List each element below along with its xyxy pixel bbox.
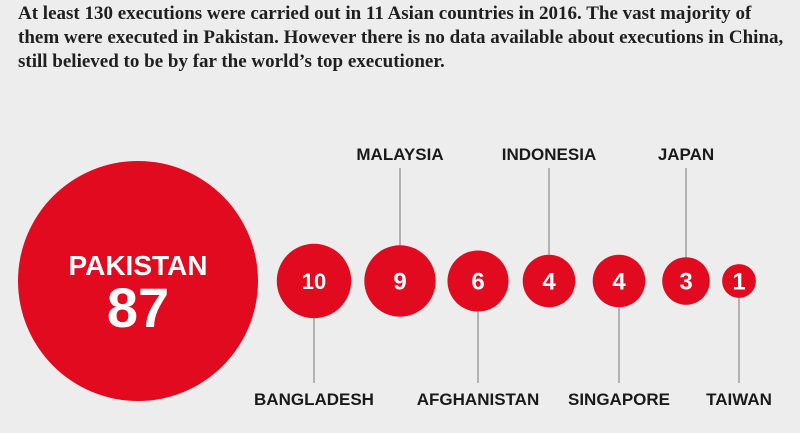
country-label-malaysia: MALAYSIA (356, 145, 443, 164)
bubble-label-pakistan: PAKISTAN (69, 250, 208, 281)
bubble-indonesia (522, 254, 576, 308)
country-label-indonesia: INDONESIA (502, 145, 596, 164)
bubble-malaysia (364, 245, 436, 317)
bubble-japan (662, 257, 710, 305)
bubble-taiwan (722, 264, 756, 298)
country-label-bangladesh: BANGLADESH (254, 390, 374, 409)
bubble-value-indonesia: 4 (542, 269, 556, 296)
country-label-japan: JAPAN (658, 145, 714, 164)
bubble-value-malaysia: 9 (393, 269, 406, 296)
bubble-value-bangladesh: 10 (302, 269, 326, 294)
country-label-taiwan: TAIWAN (706, 390, 772, 409)
bubble-bangladesh (276, 243, 352, 319)
bubble-pakistan (18, 161, 258, 401)
bubble-value-pakistan: 87 (107, 276, 169, 339)
country-label-singapore: SINGAPORE (568, 390, 670, 409)
bubble-value-singapore: 4 (612, 269, 626, 296)
bubble-afghanistan (447, 250, 509, 312)
bubble-singapore (592, 254, 646, 308)
bubble-value-japan: 3 (679, 269, 692, 296)
bubble-value-afghanistan: 6 (471, 269, 484, 296)
bubble-value-taiwan: 1 (732, 269, 745, 296)
country-label-afghanistan: AFGHANISTAN (417, 390, 539, 409)
intro-text: At least 130 executions were carried out… (18, 3, 784, 72)
